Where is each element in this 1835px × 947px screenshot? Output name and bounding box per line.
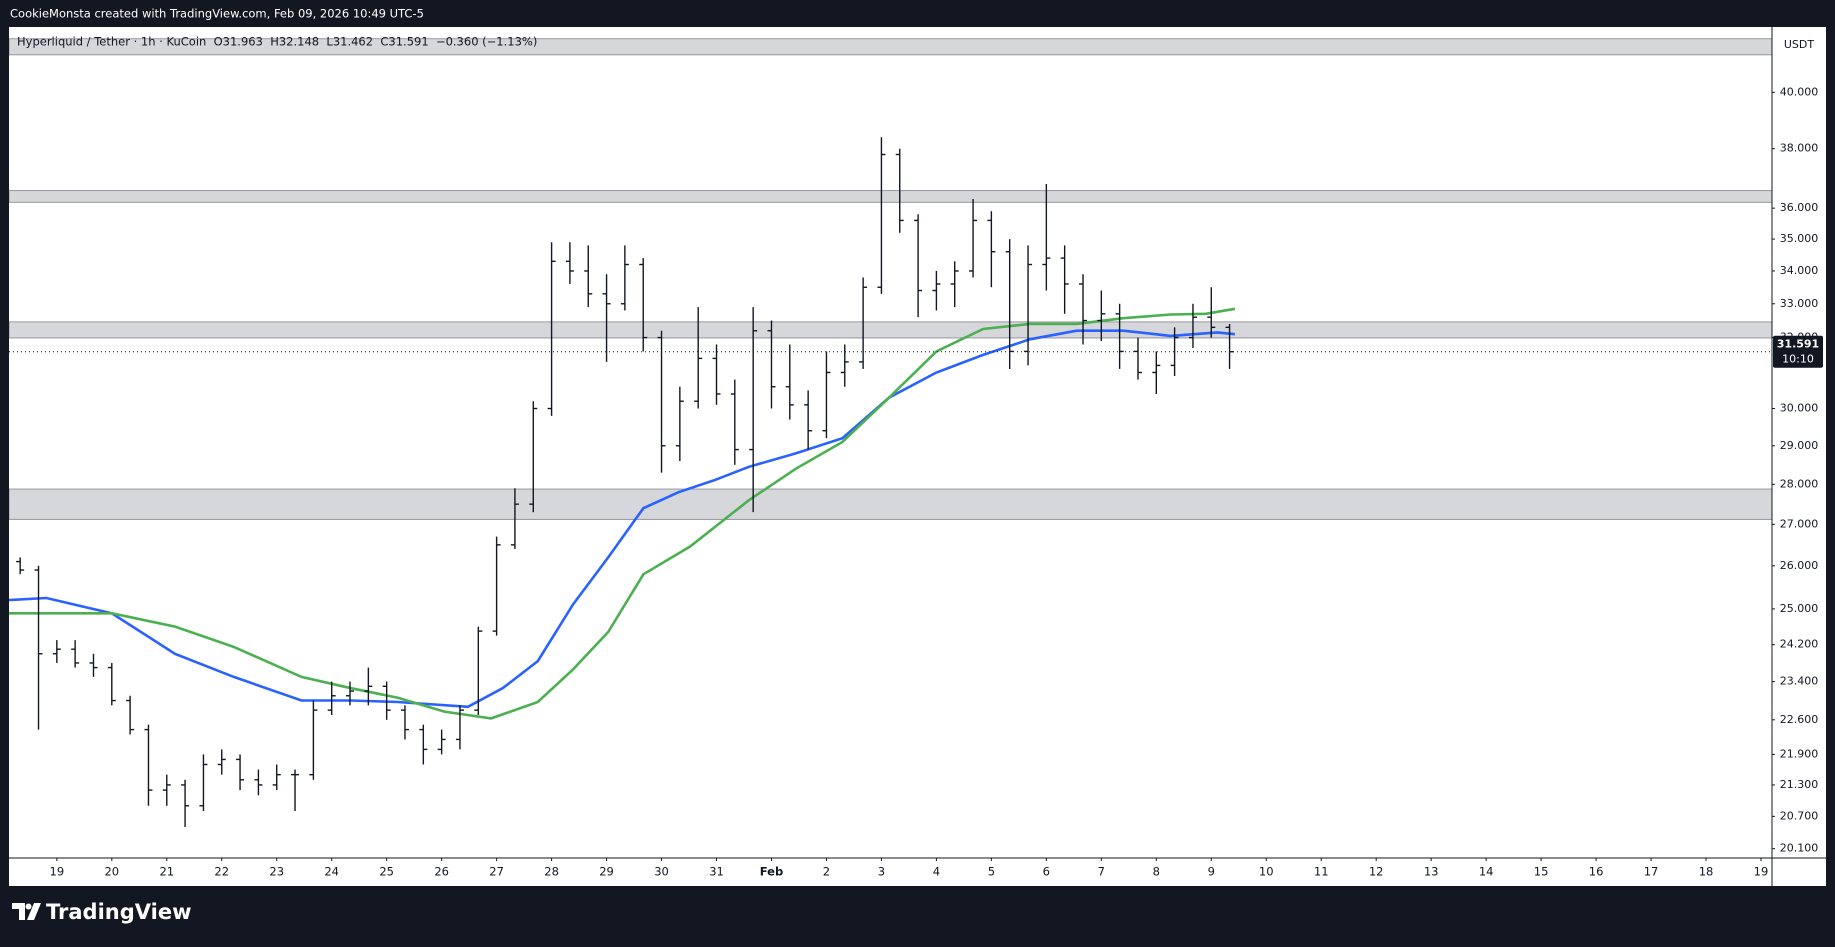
x-tick-label: 7 [1098, 865, 1105, 879]
y-tick-label: 22.600 [1780, 713, 1819, 726]
x-tick-label: 6 [1043, 865, 1050, 879]
x-tick-label: 22 [214, 865, 229, 879]
x-tick-label: 20 [104, 865, 119, 879]
zone [9, 321, 1772, 339]
x-tick-label: 18 [1699, 865, 1714, 879]
y-tick-label: 25.000 [1780, 602, 1819, 615]
x-tick-label: 9 [1208, 865, 1215, 879]
x-tick-label: 15 [1534, 865, 1549, 879]
x-tick-label: 27 [489, 865, 504, 879]
moving-average-line [9, 307, 1236, 720]
x-tick-label: 5 [988, 865, 995, 879]
last-price-box [1773, 335, 1823, 368]
y-tick-label: 27.000 [1780, 517, 1819, 530]
zone [9, 190, 1772, 203]
x-tick-label: 24 [324, 865, 339, 879]
moving-average-line [9, 329, 1236, 709]
y-tick-label: 33.000 [1780, 297, 1819, 310]
x-tick-label: 10 [1259, 865, 1274, 879]
y-tick-label: 28.000 [1780, 477, 1819, 490]
x-tick-label: 14 [1479, 865, 1494, 879]
x-tick-label: 30 [654, 865, 669, 879]
y-tick-label: 20.700 [1780, 809, 1819, 822]
last-price-label: 31.591 [1777, 338, 1819, 351]
x-tick-label: 3 [878, 865, 885, 879]
x-tick-label: 26 [434, 865, 449, 879]
logo-icon [12, 903, 41, 920]
currency-label: USDT [1784, 38, 1815, 51]
y-tick-label: 34.000 [1780, 264, 1819, 277]
y-tick-label: 21.900 [1780, 747, 1819, 760]
y-tick-label: 24.200 [1780, 638, 1819, 651]
x-tick-label: 19 [50, 865, 65, 879]
logo-dot [25, 903, 32, 910]
x-tick-label: 16 [1589, 865, 1604, 879]
bar-countdown: 10:10 [1782, 353, 1814, 366]
plot-area [9, 38, 1772, 828]
x-tick-label: 21 [159, 865, 174, 879]
y-tick-label: 23.400 [1780, 675, 1819, 688]
x-tick-label: 25 [379, 865, 394, 879]
y-tick-label: 38.000 [1780, 142, 1819, 155]
chart-panel [9, 27, 1826, 886]
y-tick-label: 29.000 [1780, 439, 1819, 452]
x-tick-label: Feb [760, 865, 783, 879]
brand-logo: TradingView [12, 900, 191, 924]
x-tick-label: 17 [1644, 865, 1659, 879]
brand-name: TradingView [46, 900, 191, 924]
y-tick-label: 26.000 [1780, 559, 1819, 572]
x-tick-label: 4 [933, 865, 940, 879]
x-tick-label: 31 [709, 865, 724, 879]
y-tick-label: 40.000 [1780, 85, 1819, 98]
symbol-legend: Hyperliquid / Tether · 1h · KuCoin O31.9… [17, 35, 537, 49]
x-tick-label: 19 [1754, 865, 1769, 879]
y-tick-label: 21.300 [1780, 778, 1819, 791]
y-tick-label: 36.000 [1780, 201, 1819, 214]
x-tick-label: 28 [544, 865, 559, 879]
x-tick-label: 13 [1424, 865, 1439, 879]
x-tick-label: 23 [269, 865, 284, 879]
x-tick-label: 29 [599, 865, 614, 879]
y-tick-label: 30.000 [1780, 402, 1819, 415]
y-tick-label: 20.100 [1780, 842, 1819, 855]
y-tick-label: 35.000 [1780, 232, 1819, 245]
x-tick-label: 2 [823, 865, 830, 879]
watermark: CookieMonsta created with TradingView.co… [10, 7, 424, 21]
x-tick-label: 12 [1369, 865, 1384, 879]
x-tick-label: 11 [1314, 865, 1329, 879]
zone [9, 488, 1772, 520]
x-tick-label: 8 [1153, 865, 1160, 879]
zone [9, 38, 1772, 56]
